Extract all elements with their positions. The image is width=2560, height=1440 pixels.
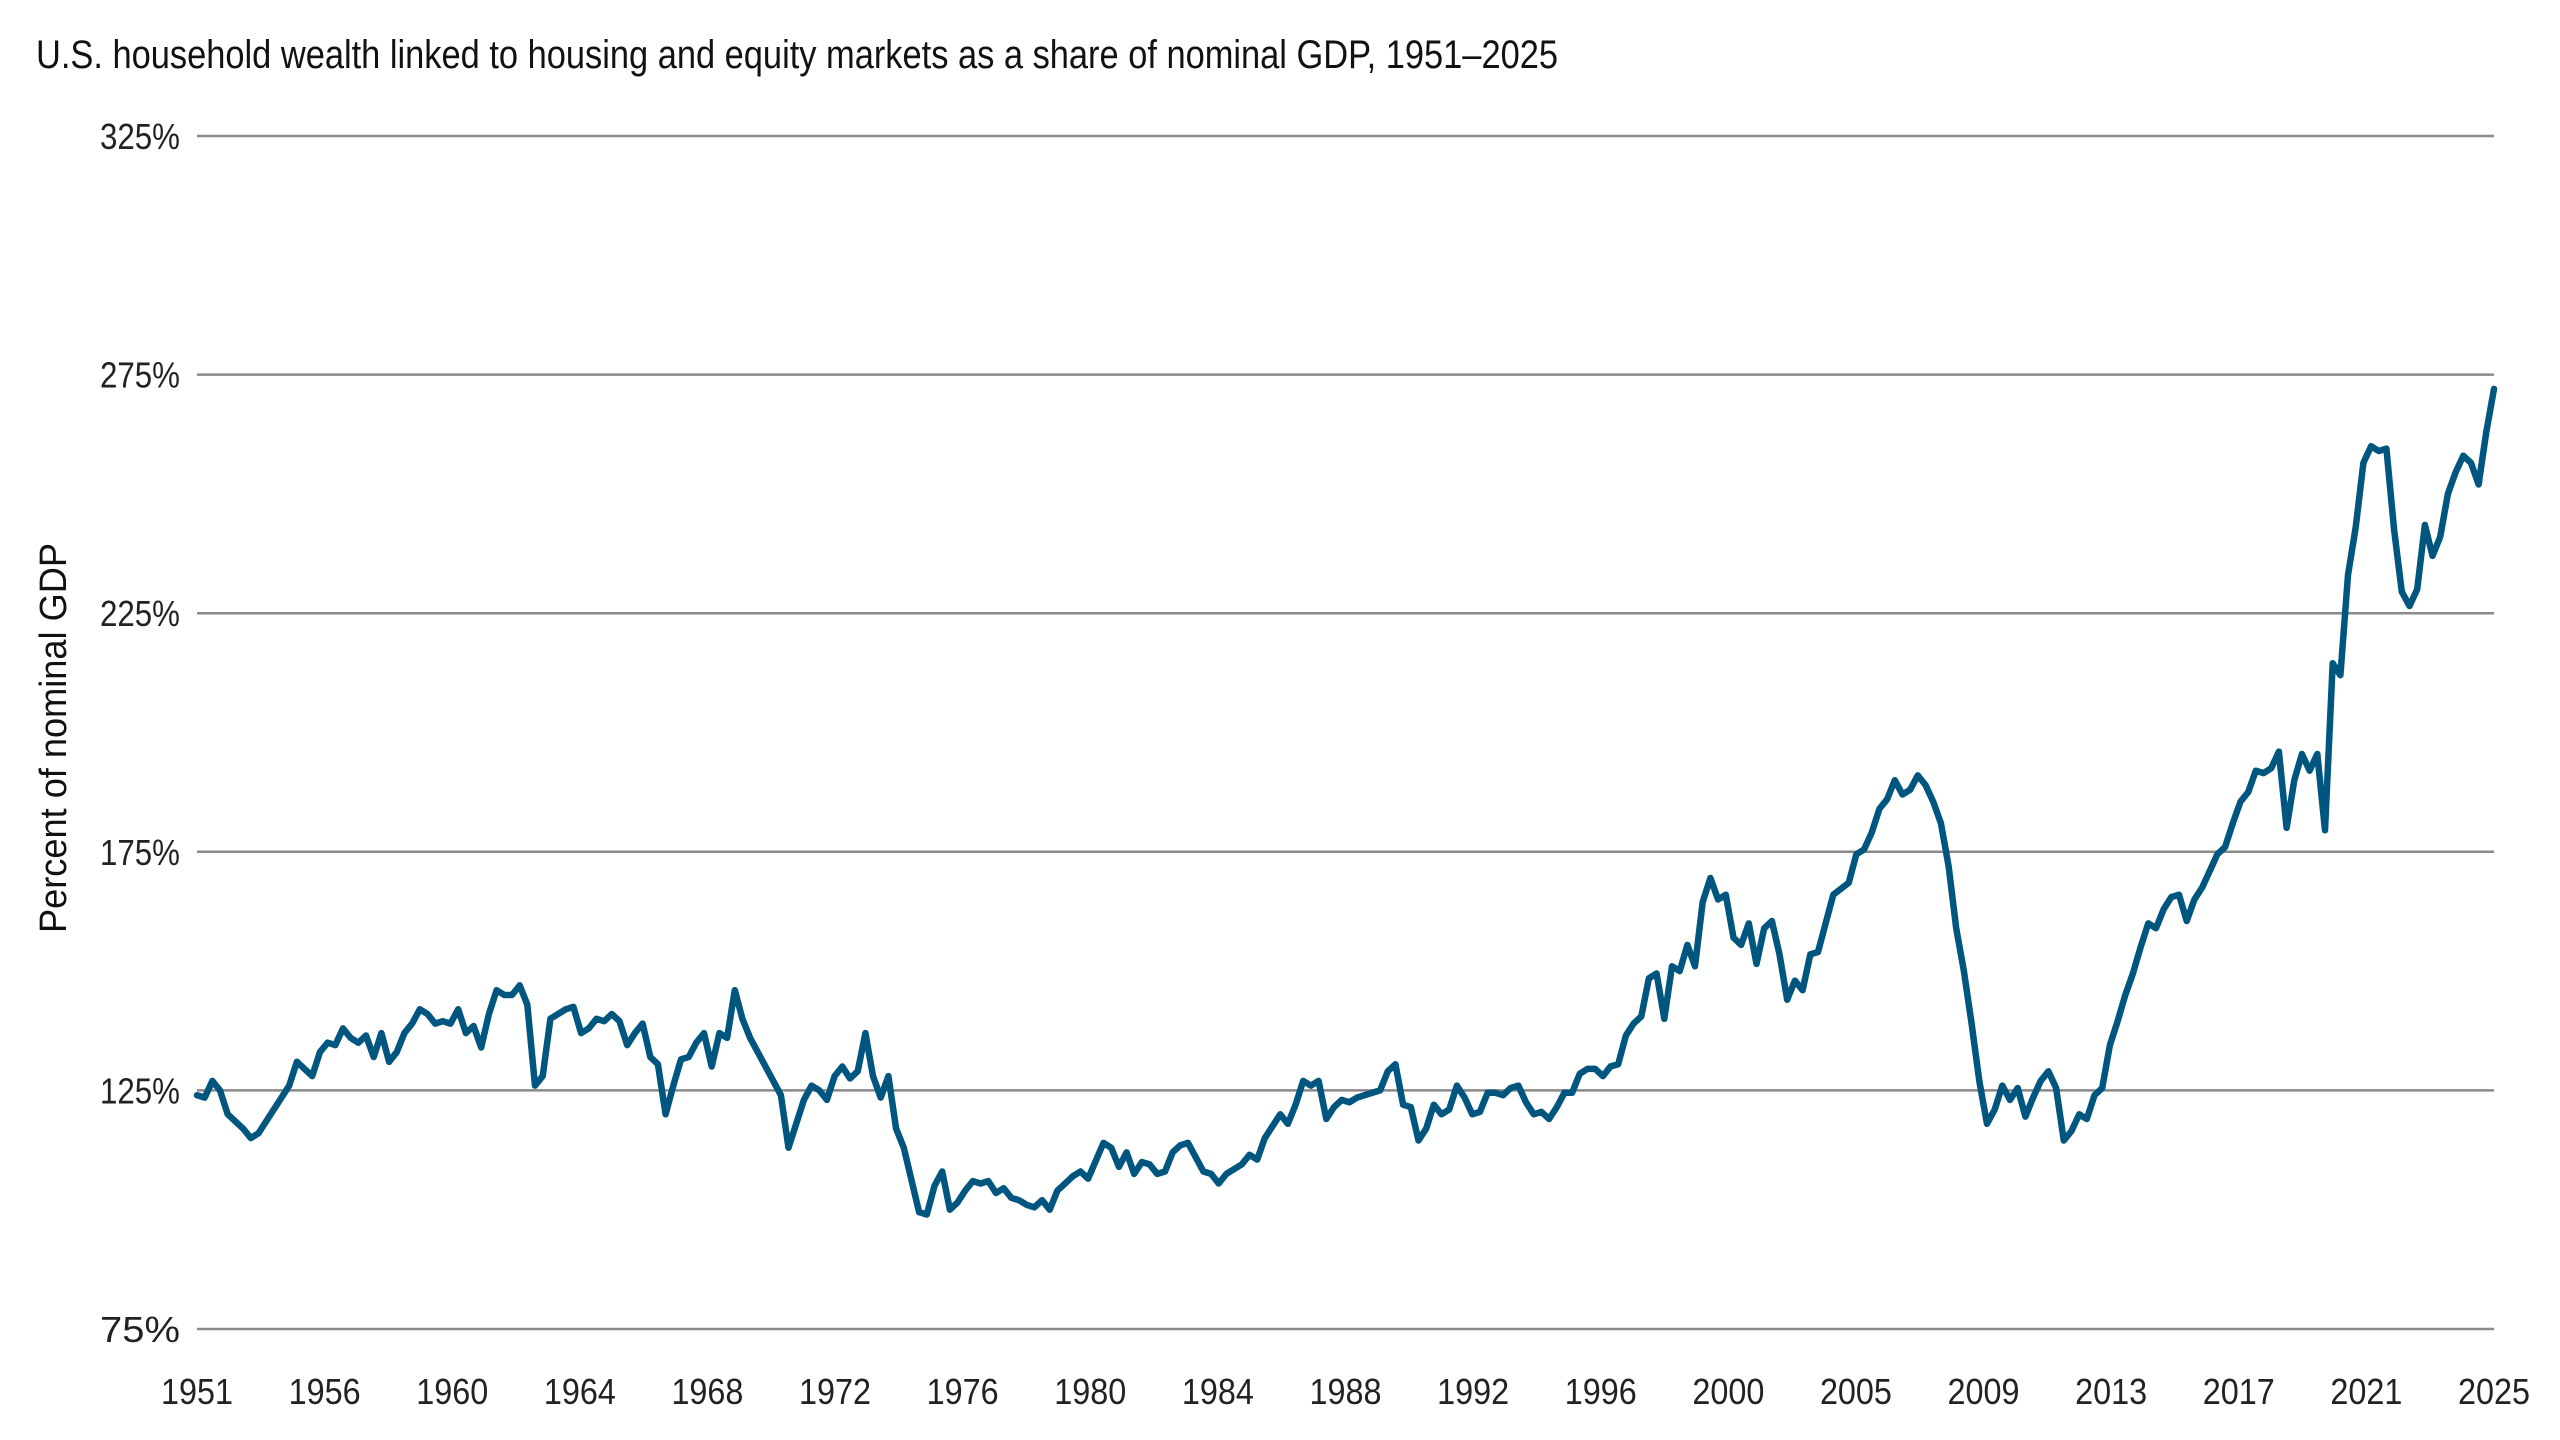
x-tick-label: 2021	[2330, 1371, 2402, 1412]
series-line	[193, 385, 2498, 1218]
x-tick-label: 2000	[1692, 1371, 1764, 1412]
y-tick-label: 275%	[100, 355, 180, 396]
x-tick-label: 1976	[927, 1371, 999, 1412]
y-tick-label: 125%	[100, 1070, 180, 1111]
gridlines	[197, 134, 2494, 1331]
y-tick-label: 325%	[100, 116, 180, 157]
x-tick-label: 2017	[2203, 1371, 2275, 1412]
x-tick-label: 1956	[289, 1371, 361, 1412]
x-tick-label: 1972	[799, 1371, 871, 1412]
x-tick-label: 1984	[1182, 1371, 1254, 1412]
x-tick-label: 1996	[1565, 1371, 1637, 1412]
y-axis-label: Percent of nominal GDP	[33, 543, 75, 933]
x-tick-label: 2013	[2075, 1371, 2147, 1412]
x-tick-label: 1992	[1437, 1371, 1509, 1412]
x-axis-ticks: 1951 1956 1960 1964 1968 1972 1976 1980 1984 1988…	[161, 1371, 2530, 1412]
y-tick-label: 225%	[100, 593, 180, 634]
x-tick-label: 1951	[161, 1371, 233, 1412]
x-tick-label: 1964	[544, 1371, 616, 1412]
y-tick-label: 75%	[100, 1309, 180, 1350]
x-tick-label: 1968	[671, 1371, 743, 1412]
chart-title: U.S. household wealth linked to housing …	[36, 33, 1558, 77]
x-tick-label: 2009	[1948, 1371, 2020, 1412]
x-tick-label: 2025	[2458, 1371, 2530, 1412]
x-tick-label: 1960	[416, 1371, 488, 1412]
x-tick-label: 1988	[1310, 1371, 1382, 1412]
y-axis-ticks: 75% 125% 175% 225% 275% 325%	[100, 116, 180, 1350]
x-tick-label: 1980	[1054, 1371, 1126, 1412]
x-tick-label: 2005	[1820, 1371, 1892, 1412]
y-tick-label: 175%	[100, 832, 180, 873]
